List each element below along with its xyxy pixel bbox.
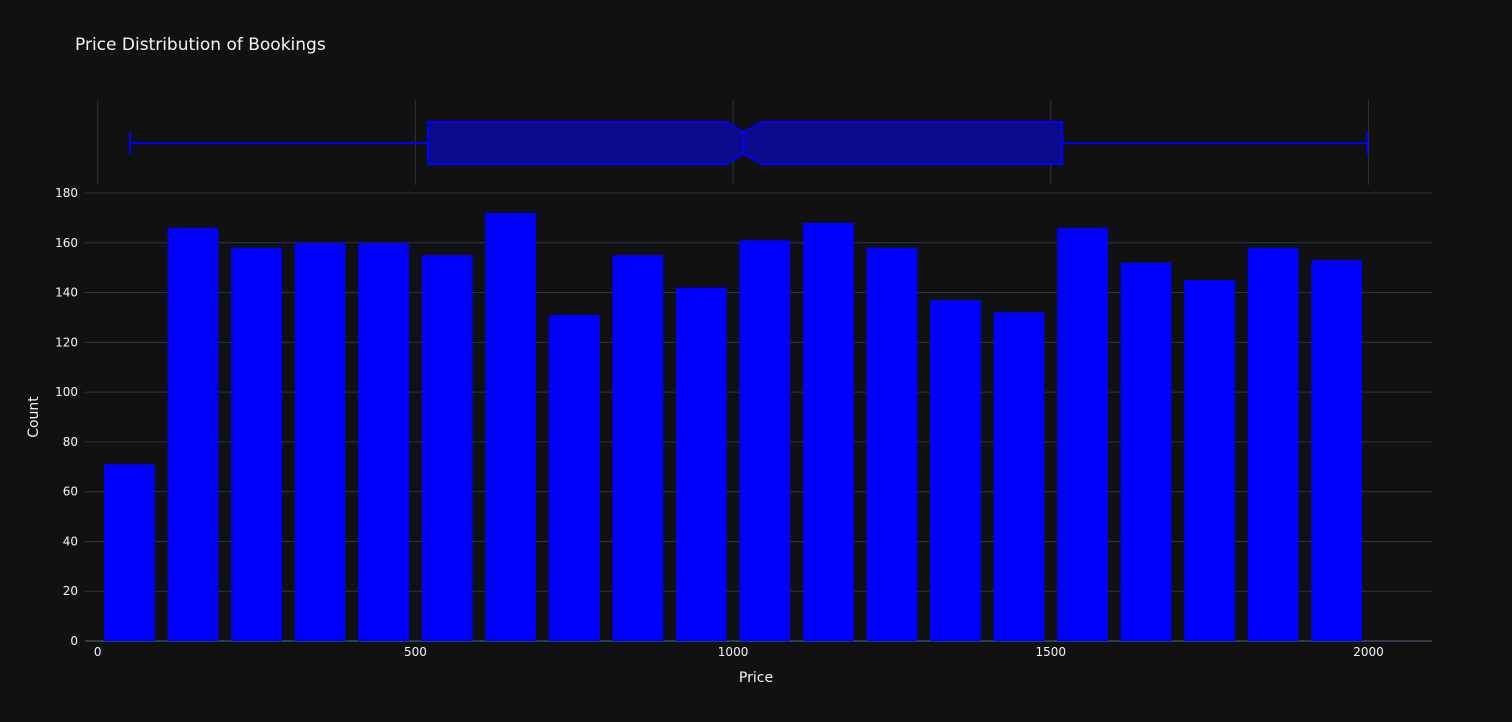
histogram-bar [231,247,282,641]
histogram-bar [485,212,537,641]
histogram-bar [104,464,155,641]
bar-layer [104,212,1363,642]
histogram-bar [866,247,918,641]
histogram-bar [802,222,854,641]
y-tick-label: 140 [55,286,78,300]
histogram-bar [167,227,219,641]
tick-layer: 0 20 40 60 80 100 120 140 160 180 0 500 1000 1500 2000 [55,186,1384,659]
histogram-bar [930,300,981,641]
y-tick-label: 20 [63,584,78,598]
histogram-bar [1247,247,1299,641]
y-tick-label: 160 [55,236,78,250]
x-tick-label: 1000 [718,645,749,659]
chart-title: Price Distribution of Bookings [75,35,326,55]
y-tick-label: 0 [70,634,78,648]
y-tick-label: 120 [55,335,78,349]
box-body [427,121,1064,165]
y-tick-label: 100 [55,385,78,399]
histogram-bar [612,255,664,641]
x-tick-label: 1500 [1036,645,1067,659]
x-tick-label: 500 [404,645,427,659]
histogram-bar [1184,280,1236,641]
histogram-bar [294,242,346,641]
y-tick-label: 40 [63,534,78,548]
x-tick-label: 2000 [1353,645,1384,659]
histogram-bar [548,314,600,641]
histogram-bar [739,240,791,642]
histogram-bar [1120,262,1172,641]
histogram-bar [1311,260,1363,641]
y-axis-title: Count [26,396,42,438]
y-tick-label: 180 [55,186,78,200]
x-axis-title: Price [739,670,773,686]
y-tick-label: 60 [63,485,78,499]
marginal-boxplot [129,121,1369,165]
histogram-bar [1057,227,1108,641]
y-tick-label: 80 [63,435,78,449]
histogram-bar [358,242,410,641]
x-tick-label: 0 [94,645,102,659]
histogram-bar [675,287,727,641]
histogram-bar [993,312,1045,641]
histogram-bar [421,255,473,641]
